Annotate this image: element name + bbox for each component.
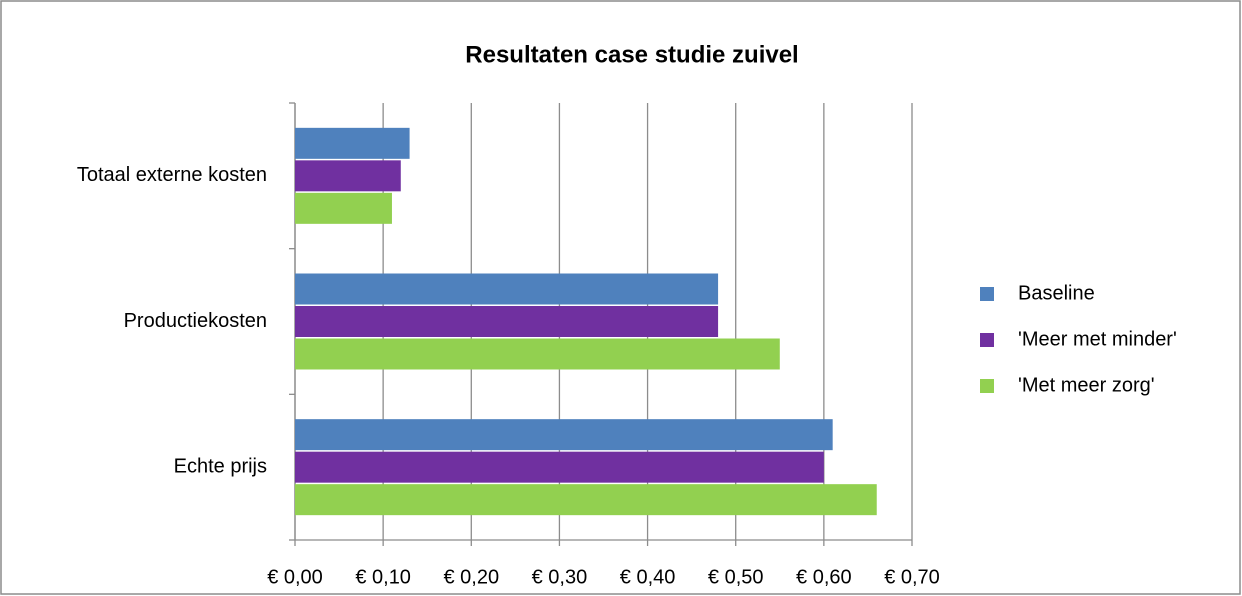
legend-label: 'Met meer zorg' (1018, 374, 1155, 396)
chart-title: Resultaten case studie zuivel (465, 41, 798, 68)
bar (295, 127, 410, 159)
legend-label: Baseline (1018, 282, 1095, 304)
x-tick-label: € 0,20 (443, 566, 499, 588)
x-tick-label: € 0,40 (620, 566, 676, 588)
x-tick-label: € 0,10 (355, 566, 411, 588)
y-tick-label: Productiekosten (124, 310, 267, 332)
x-tick-label: € 0,00 (267, 566, 323, 588)
x-tick-label: € 0,30 (532, 566, 588, 588)
bar (295, 160, 401, 192)
bar (295, 419, 833, 451)
x-tick-label: € 0,60 (796, 566, 852, 588)
legend-swatch (980, 287, 994, 301)
bar (295, 451, 824, 483)
legend-swatch (980, 379, 994, 393)
bar (295, 306, 719, 337)
legend-swatch (980, 333, 994, 347)
x-tick-label: € 0,50 (708, 566, 764, 588)
bar (295, 192, 392, 224)
bar (295, 484, 877, 516)
bar (295, 338, 780, 370)
bar (295, 273, 719, 305)
y-tick-label: Echte prijs (174, 455, 267, 477)
y-tick-label: Totaal externe kosten (77, 164, 267, 186)
legend-label: 'Meer met minder' (1018, 328, 1177, 350)
x-tick-label: € 0,70 (884, 566, 940, 588)
